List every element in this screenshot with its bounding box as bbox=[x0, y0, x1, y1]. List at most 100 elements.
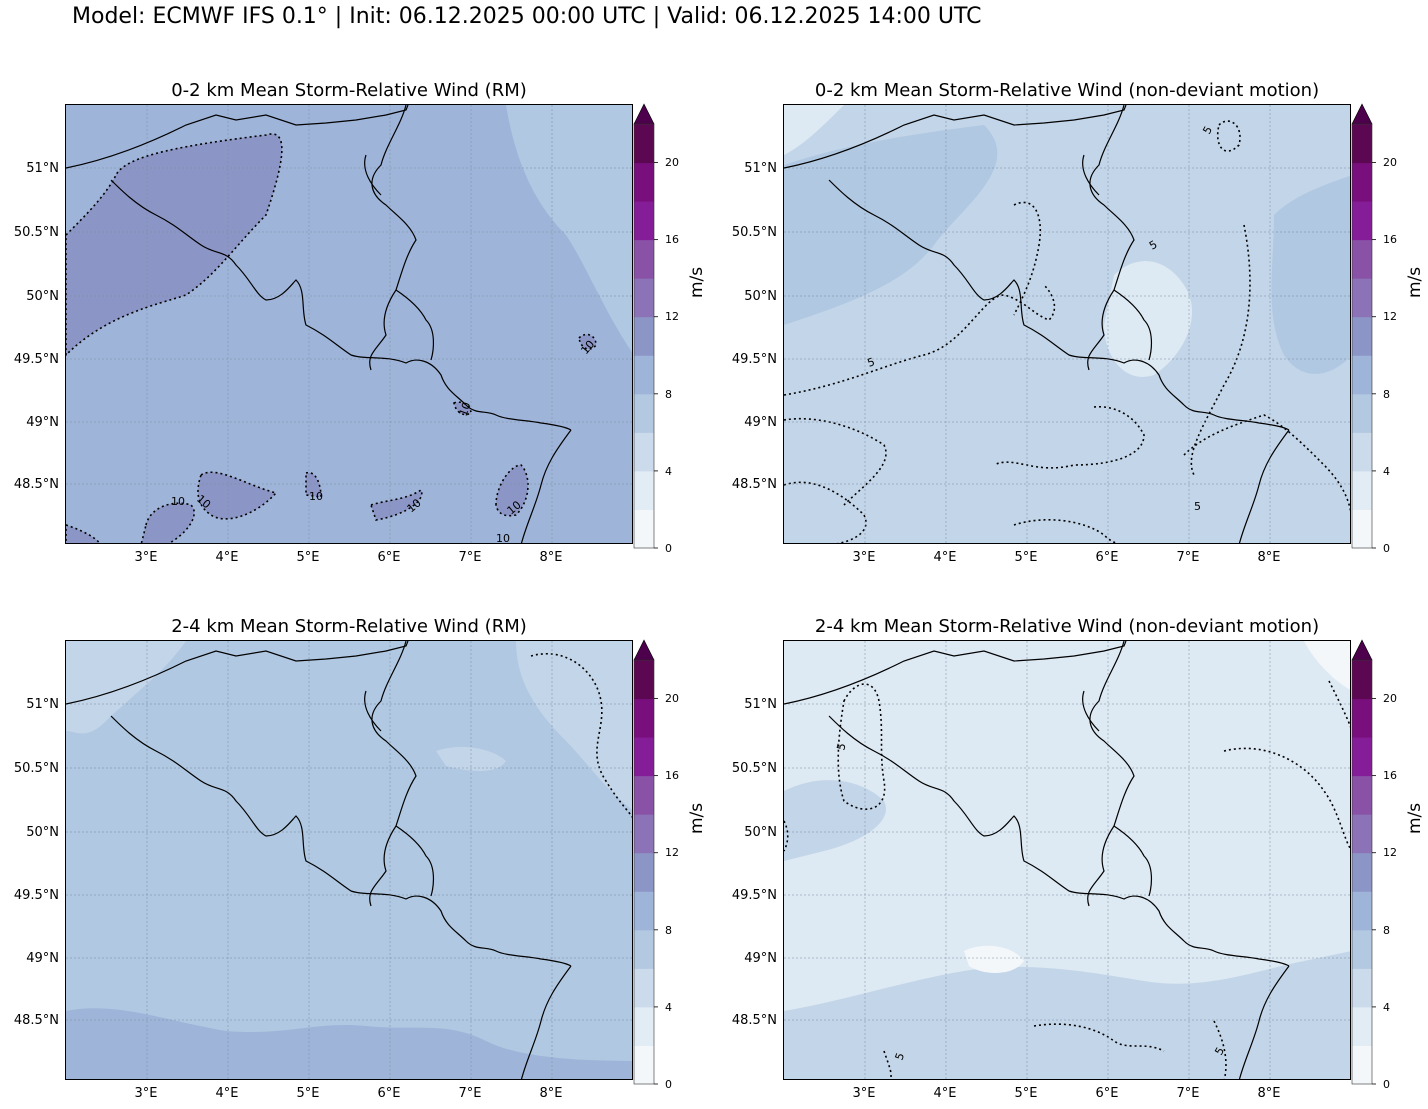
lat-label: 51°N bbox=[744, 697, 777, 712]
lon-label: 6°E bbox=[1095, 550, 1119, 565]
lon-label: 7°E bbox=[1176, 1086, 1200, 1101]
lat-label: 49.5°N bbox=[731, 352, 777, 367]
colorbar: 0 4 8 12 16 20 m/s bbox=[633, 616, 707, 1091]
colorbar-level bbox=[1352, 929, 1372, 969]
field-mid bbox=[784, 951, 1350, 1079]
lon-label: 4°E bbox=[933, 550, 957, 565]
graticule bbox=[66, 641, 632, 1079]
lon-label: 7°E bbox=[1176, 550, 1200, 565]
colorbar-level bbox=[634, 355, 654, 395]
panel-title: 0-2 km Mean Storm-Relative Wind (non-dev… bbox=[814, 80, 1320, 101]
lat-label: 49°N bbox=[26, 415, 59, 430]
field-light bbox=[1104, 261, 1193, 377]
map-panel-2-4km-nondeviant: 2-4 km Mean Storm-Relative Wind (non-dev… bbox=[731, 616, 1428, 1101]
lon-label: 7°E bbox=[458, 1086, 482, 1101]
colorbar-frame bbox=[1351, 659, 1373, 1085]
lon-label: 5°E bbox=[1014, 550, 1038, 565]
lon-label: 5°E bbox=[1014, 1086, 1038, 1101]
lat-label: 49.5°N bbox=[13, 888, 59, 903]
lon-label: 3°E bbox=[852, 1086, 876, 1101]
lat-label: 51°N bbox=[26, 161, 59, 176]
colorbar-tick: 16 bbox=[1383, 769, 1397, 782]
colorbar-tick: 4 bbox=[1383, 465, 1390, 478]
colorbar-level bbox=[634, 162, 654, 202]
colorbar-level bbox=[634, 316, 654, 356]
colorbar-scale bbox=[1351, 103, 1376, 549]
colorbar-level bbox=[1352, 891, 1372, 931]
lat-label: 50.5°N bbox=[731, 761, 777, 776]
colorbar-extend-arrow bbox=[633, 103, 655, 125]
colorbar-scale bbox=[633, 639, 658, 1085]
lat-label: 49°N bbox=[744, 951, 777, 966]
colorbar-level bbox=[634, 124, 654, 164]
colorbar-level bbox=[1352, 814, 1372, 854]
lat-label: 50°N bbox=[26, 825, 59, 840]
map-panel-0-2km-rm: 0-2 km Mean Storm-Relative Wind (RM) bbox=[13, 80, 713, 565]
lat-label: 50.5°N bbox=[13, 225, 59, 240]
contour-label: 10 bbox=[309, 490, 323, 503]
colorbar-unit: m/s bbox=[1405, 266, 1425, 298]
colorbar-tick: 0 bbox=[1383, 1078, 1390, 1091]
colorbar-level bbox=[634, 737, 654, 777]
map-area[interactable] bbox=[65, 640, 633, 1080]
field-band bbox=[1271, 175, 1350, 374]
field-light bbox=[516, 641, 632, 810]
colorbar-level bbox=[634, 852, 654, 892]
colorbar-tick: 8 bbox=[1383, 388, 1390, 401]
contour-label: 10 bbox=[496, 532, 510, 544]
colorbar-frame bbox=[633, 659, 655, 1085]
borders bbox=[784, 641, 1290, 1079]
colorbar-level bbox=[634, 509, 654, 549]
colorbar-level bbox=[1352, 278, 1372, 318]
contour-10-sw bbox=[66, 524, 101, 543]
colorbar-level bbox=[634, 814, 654, 854]
colorbar: 0 4 8 12 16 20 m/s bbox=[1351, 616, 1425, 1091]
colorbar-tick: 4 bbox=[665, 1001, 672, 1014]
colorbar-level bbox=[1352, 393, 1372, 433]
colorbar-level bbox=[1352, 201, 1372, 241]
lat-label: 50°N bbox=[26, 289, 59, 304]
field-base bbox=[66, 641, 632, 1079]
lat-label: 48.5°N bbox=[13, 1013, 59, 1028]
lat-label: 48.5°N bbox=[731, 477, 777, 492]
lat-label: 50°N bbox=[744, 825, 777, 840]
lon-label: 5°E bbox=[296, 550, 320, 565]
lon-label: 7°E bbox=[458, 550, 482, 565]
lat-label: 49.5°N bbox=[13, 352, 59, 367]
colorbar-level bbox=[634, 201, 654, 241]
lon-label: 3°E bbox=[852, 550, 876, 565]
lon-label: 8°E bbox=[539, 550, 563, 565]
colorbar-frame bbox=[633, 123, 655, 549]
lon-label: 6°E bbox=[377, 550, 401, 565]
contour-label: 5 bbox=[866, 355, 877, 370]
lon-label: 3°E bbox=[134, 550, 158, 565]
contour-5 bbox=[784, 680, 1350, 1079]
colorbar-tick: 20 bbox=[665, 156, 679, 169]
map-area[interactable]: 5 5 5 5 bbox=[783, 104, 1351, 544]
colorbar-level bbox=[634, 929, 654, 969]
colorbar-scale bbox=[1351, 639, 1376, 1085]
map-area[interactable]: 5 5 5 bbox=[783, 640, 1351, 1080]
panel-title: 2-4 km Mean Storm-Relative Wind (RM) bbox=[171, 616, 527, 637]
colorbar-unit: m/s bbox=[687, 802, 707, 834]
lon-label: 6°E bbox=[377, 1086, 401, 1101]
borders bbox=[784, 105, 1290, 543]
map-area[interactable]: 10 10 10 10 10 10 10 10 bbox=[65, 104, 633, 544]
lon-label: 8°E bbox=[539, 1086, 563, 1101]
colorbar-frame bbox=[1351, 123, 1373, 549]
borders bbox=[66, 641, 572, 1079]
colorbar-level bbox=[1352, 355, 1372, 395]
colorbar: 0 4 8 12 16 20 m/s bbox=[1351, 80, 1425, 555]
colorbar-level bbox=[1352, 1045, 1372, 1085]
colorbar-level bbox=[1352, 316, 1372, 356]
lat-label: 48.5°N bbox=[13, 477, 59, 492]
colorbar-level bbox=[1352, 1006, 1372, 1046]
colorbar-tick: 20 bbox=[1383, 692, 1397, 705]
contour-label: 5 bbox=[893, 1051, 908, 1062]
colorbar-scale bbox=[633, 103, 658, 549]
colorbar-level bbox=[1352, 239, 1372, 279]
contour-label: 10 bbox=[457, 400, 474, 418]
colorbar-tick: 8 bbox=[665, 388, 672, 401]
field-light bbox=[784, 105, 844, 155]
colorbar-tick: 16 bbox=[665, 233, 679, 246]
